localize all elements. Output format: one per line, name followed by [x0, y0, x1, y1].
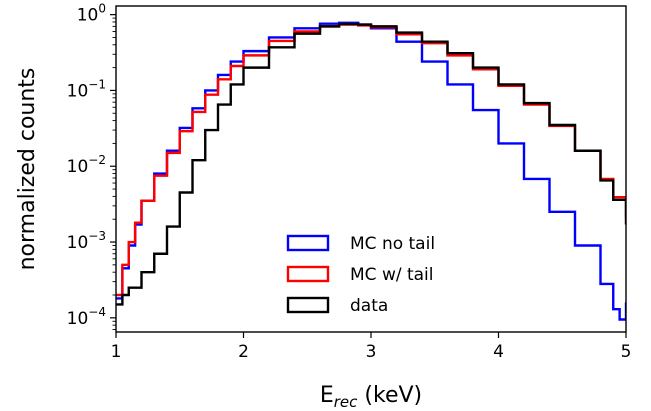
x-tick-label: 3 — [366, 342, 377, 362]
legend-label: MC w/ tail — [350, 265, 434, 285]
x-axis-title-subscript: rec — [334, 393, 358, 411]
y-axis: 100 10−1 10−2 10−3 10−4 — [67, 2, 116, 331]
x-axis-title: Erec (keV) — [320, 383, 422, 411]
legend-label: data — [350, 296, 388, 316]
y-tick-label: 100 — [77, 2, 106, 26]
x-tick-label: 2 — [238, 342, 249, 362]
legend-swatch-data — [286, 296, 330, 314]
x-tick-label: 4 — [493, 342, 504, 362]
legend-label: MC no tail — [350, 234, 435, 254]
y-tick-label: 10−4 — [67, 305, 106, 329]
x-tick-label: 1 — [111, 342, 122, 362]
y-tick-label: 10−2 — [67, 153, 106, 177]
series-line-data — [116, 22, 626, 306]
x-tick-label: 5 — [621, 342, 632, 362]
series-layer — [116, 21, 626, 321]
y-tick-label: 10−3 — [67, 229, 106, 253]
y-tick-label: 10−1 — [67, 77, 106, 101]
series-line-mc-no-tail — [116, 21, 626, 321]
y-axis-title: normalized counts — [15, 68, 40, 271]
x-axis: 1 2 3 4 5 — [111, 332, 632, 362]
legend: MC no tail MC w/ tail data — [286, 234, 435, 316]
legend-swatch-mc-w-tail — [286, 265, 330, 283]
legend-swatch-mc-no-tail — [286, 234, 330, 252]
